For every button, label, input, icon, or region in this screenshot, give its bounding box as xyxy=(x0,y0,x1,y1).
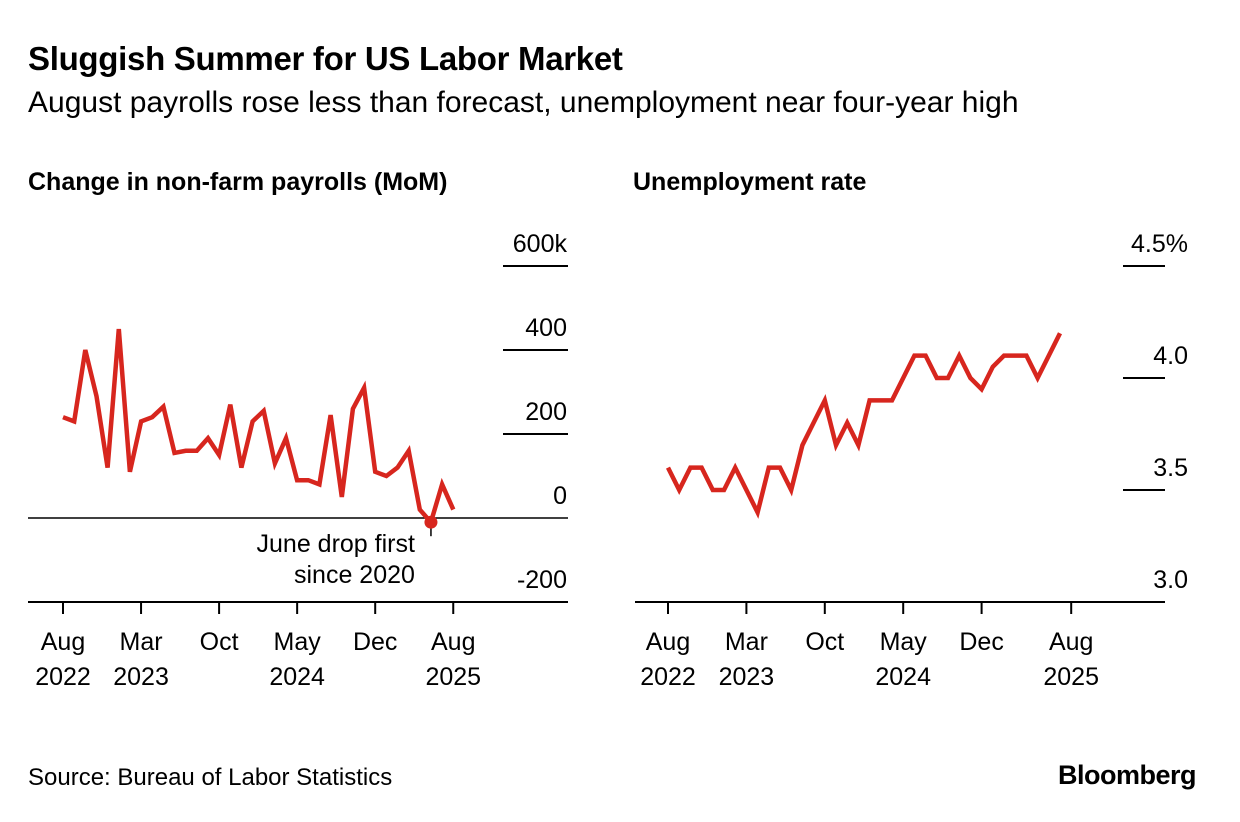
unemployment-data-point xyxy=(890,398,894,402)
unemployment-data-point xyxy=(946,376,950,380)
unemployment-data-point xyxy=(845,421,849,425)
chart-subtitle: August payrolls rose less than forecast,… xyxy=(28,86,1019,119)
payrolls-xtick-year-label: 2022 xyxy=(35,663,91,691)
payrolls-xtick-label: Aug xyxy=(431,628,475,656)
chart-title: Sluggish Summer for US Labor Market xyxy=(28,40,623,77)
unemployment-xtick-year-label: 2024 xyxy=(875,663,931,691)
source-note: Source: Bureau of Labor Statistics xyxy=(28,764,393,791)
payrolls-highlight-point xyxy=(424,515,438,529)
unemployment-data-point xyxy=(733,466,737,470)
unemployment-xtick-label: May xyxy=(880,628,928,656)
unemployment-ytick-label: 3.0 xyxy=(1153,566,1188,594)
unemployment-data-point xyxy=(1013,354,1017,358)
unemployment-data-point xyxy=(924,354,928,358)
unemployment-data-point xyxy=(1047,354,1051,358)
unemployment-data-point xyxy=(677,488,681,492)
unemployment-data-point xyxy=(666,466,670,470)
unemployment-data-point xyxy=(1036,376,1040,380)
unemployment-data-point xyxy=(935,376,939,380)
payrolls-annotation-line1: June drop first xyxy=(257,530,415,558)
unemployment-data-point xyxy=(823,398,827,402)
payrolls-xtick-year-label: 2025 xyxy=(425,663,481,691)
unemployment-series-line xyxy=(665,332,1063,519)
payrolls-xtick-label: May xyxy=(274,628,322,656)
unemployment-data-point xyxy=(834,443,838,447)
unemployment-data-point xyxy=(912,354,916,358)
unemployment-ytick-label: 4.5% xyxy=(1131,230,1188,258)
unemployment-xtick-year-label: 2025 xyxy=(1043,663,1099,691)
unemployment-data-point xyxy=(800,443,804,447)
payrolls-xtick-label: Oct xyxy=(200,628,239,656)
payrolls-ytick-label: -200 xyxy=(517,566,567,594)
payrolls-ytick-label: 400 xyxy=(525,314,567,342)
payrolls-ytick-label: 0 xyxy=(553,482,567,510)
unemployment-data-point xyxy=(756,510,760,514)
unemployment-data-point xyxy=(789,488,793,492)
payrolls-ytick-label: 600k xyxy=(513,230,568,258)
unemployment-xtick-label: Aug xyxy=(646,628,690,656)
unemployment-xtick-label: Oct xyxy=(805,628,844,656)
unemployment-data-point xyxy=(700,466,704,470)
unemployment-ytick-label: 3.5 xyxy=(1153,454,1188,482)
unemployment-data-point xyxy=(957,354,961,358)
unemployment-data-point xyxy=(778,466,782,470)
unemployment-data-point xyxy=(722,488,726,492)
payrolls-series-line xyxy=(62,328,456,527)
unemployment-data-point xyxy=(980,387,984,391)
unemployment-data-point xyxy=(991,365,995,369)
payrolls-panel-title: Change in non-farm payrolls (MoM) xyxy=(28,168,448,196)
payrolls-xtick-year-label: 2023 xyxy=(113,663,169,691)
unemployment-xtick-label: Mar xyxy=(725,628,768,656)
unemployment-xtick-year-label: 2023 xyxy=(719,663,775,691)
payrolls-xtick-label: Mar xyxy=(120,628,163,656)
unemployment-data-point xyxy=(767,466,771,470)
unemployment-xtick-year-label: 2022 xyxy=(640,663,696,691)
unemployment-data-point xyxy=(812,421,816,425)
unemployment-data-point xyxy=(1024,354,1028,358)
unemployment-data-point xyxy=(744,488,748,492)
unemployment-data-point xyxy=(1058,331,1062,335)
unemployment-ytick-label: 4.0 xyxy=(1153,342,1188,370)
unemployment-data-point xyxy=(901,376,905,380)
payrolls-xtick-label: Dec xyxy=(353,628,397,656)
payrolls-xtick-year-label: 2024 xyxy=(269,663,325,691)
unemployment-data-point xyxy=(856,443,860,447)
bloomberg-logo[interactable]: Bloomberg xyxy=(1058,760,1197,790)
unemployment-data-point xyxy=(968,376,972,380)
unemployment-data-point xyxy=(688,466,692,470)
unemployment-data-point xyxy=(1002,354,1006,358)
payrolls-xtick-label: Aug xyxy=(41,628,85,656)
payrolls-annotation-line2: since 2020 xyxy=(294,561,415,589)
unemployment-data-point xyxy=(711,488,715,492)
unemployment-xtick-label: Dec xyxy=(959,628,1003,656)
unemployment-data-point xyxy=(868,398,872,402)
unemployment-xtick-label: Aug xyxy=(1049,628,1093,656)
payrolls-ytick-label: 200 xyxy=(525,398,567,426)
unemployment-panel-title: Unemployment rate xyxy=(633,168,867,196)
unemployment-data-point xyxy=(879,398,883,402)
